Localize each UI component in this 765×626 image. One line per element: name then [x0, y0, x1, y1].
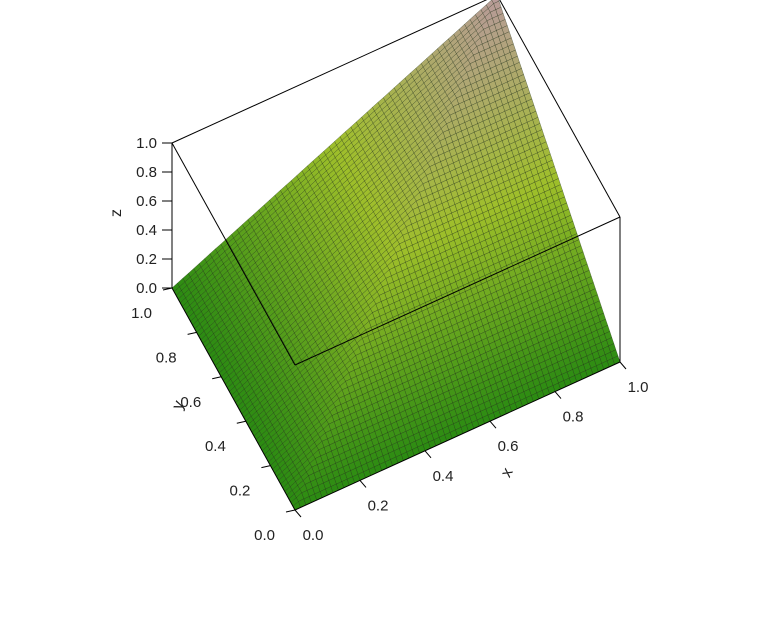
x-tick: [554, 391, 562, 399]
y-tick: [212, 376, 222, 380]
z-tick-label: 1.0: [136, 135, 157, 152]
y-tick: [187, 331, 197, 335]
x-tick: [359, 480, 367, 488]
y-tick-label: 1.0: [131, 305, 152, 322]
x-tick: [619, 361, 627, 370]
box-edge: [499, 0, 621, 218]
z-tick-label: 0.8: [136, 164, 157, 181]
x-tick: [489, 420, 497, 429]
z-tick-label: 0.0: [136, 280, 157, 297]
y-tick-label: 0.8: [156, 349, 177, 366]
y-tick-label: 0.2: [230, 483, 251, 500]
surface-mesh: [171, 0, 621, 511]
x-tick-label: 0.4: [433, 468, 454, 485]
box-edge: [171, 287, 296, 511]
y-tick: [236, 420, 246, 424]
x-tick: [294, 509, 302, 518]
x-tick-label: 0.2: [368, 497, 389, 514]
front-box-edges: [171, 0, 621, 511]
box-edge: [171, 0, 488, 144]
x-tick-label: 0.6: [498, 438, 519, 455]
z-tick-label: 0.6: [136, 193, 157, 210]
box-edge: [294, 216, 621, 366]
z-tick-label: 0.2: [136, 251, 157, 268]
x-tick-label: 0.8: [563, 409, 584, 426]
x-tick-label: 0.0: [303, 527, 324, 544]
x-tick: [424, 450, 432, 459]
y-tick: [285, 509, 296, 513]
z-axis-label: z: [108, 209, 125, 217]
y-tick: [261, 465, 271, 469]
box-edge: [171, 142, 296, 366]
y-tick-label: 0.4: [205, 438, 226, 455]
x-axis-label: x: [498, 465, 517, 480]
z-tick-label: 0.4: [136, 222, 157, 239]
y-tick-label: 0.6: [180, 394, 201, 411]
y-tick-label: 0.0: [254, 527, 275, 544]
box-edge: [294, 361, 621, 511]
x-tick-label: 1.0: [628, 379, 649, 396]
axis-ticks: 0.0 0.2 0.4 0.6 0.8 1.0 0.0 0.2 0.4 0.6 0.8 1.0 0.0 0…: [131, 135, 648, 544]
